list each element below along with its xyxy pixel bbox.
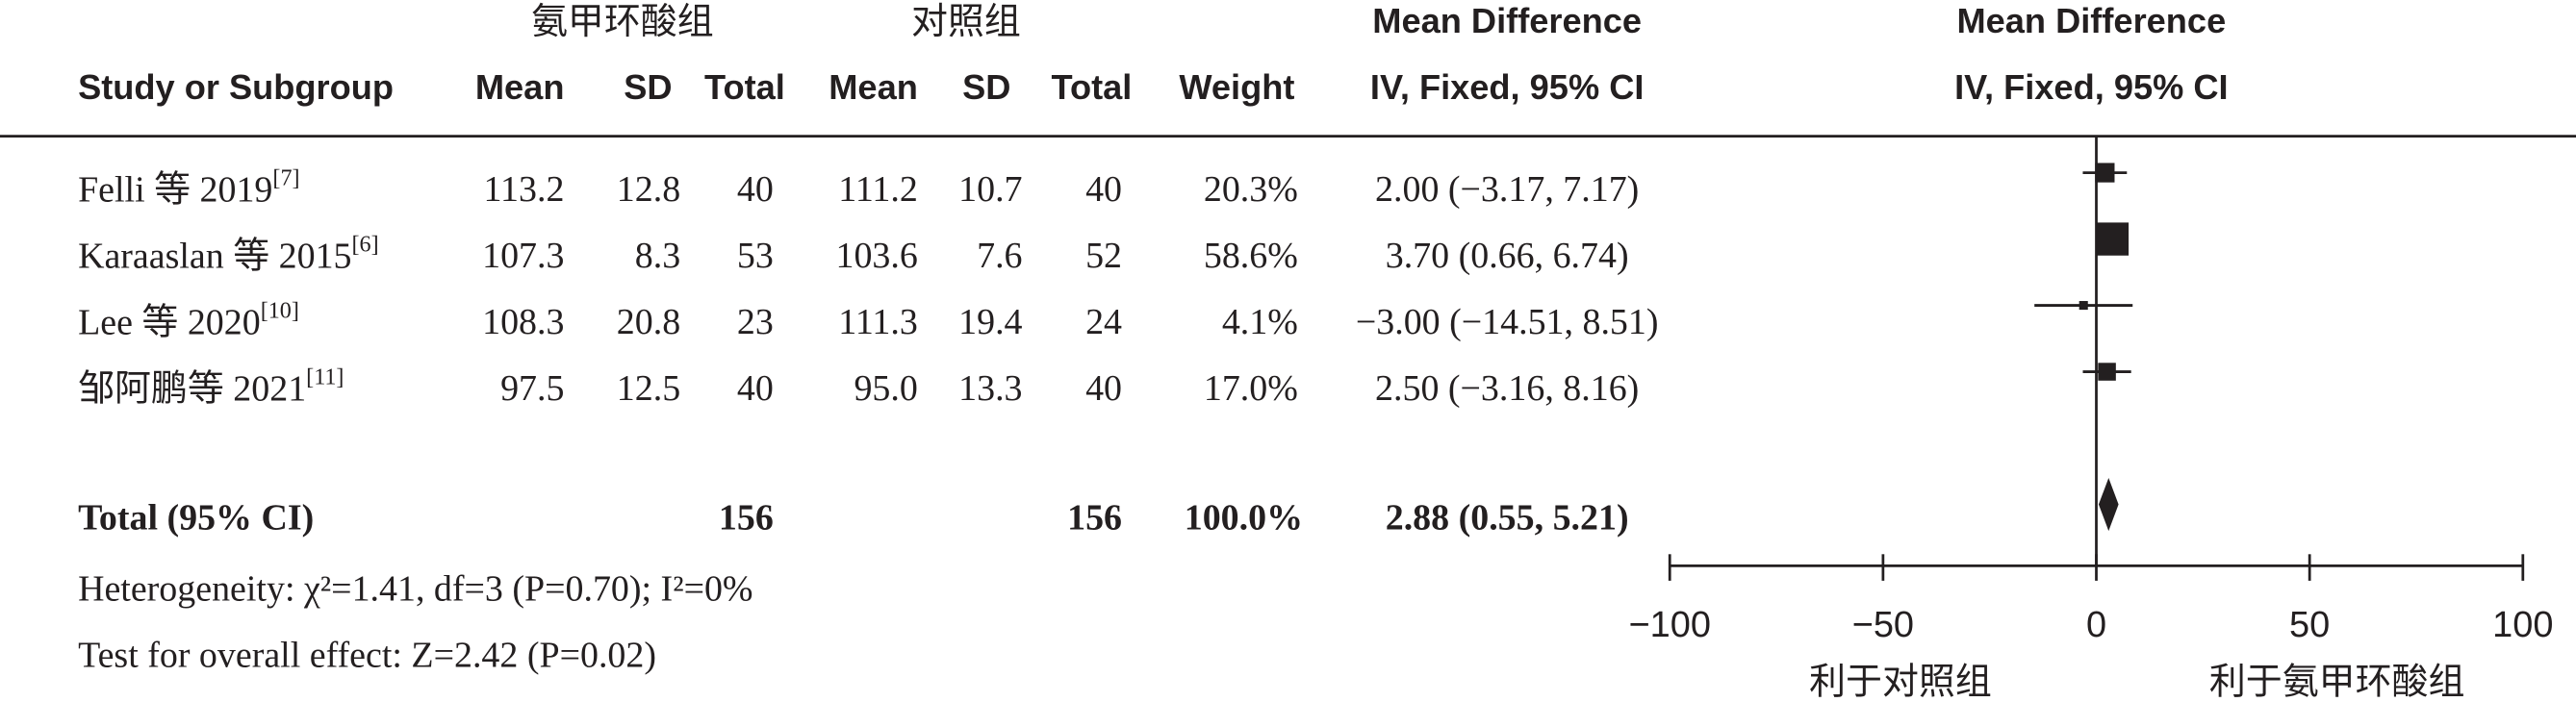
total-cell: 156: [1067, 498, 1122, 539]
group-header: 氨甲环酸组: [531, 0, 714, 42]
cell: 103.6: [835, 236, 917, 276]
ci-label: 2.00 (−3.17, 7.17): [1375, 169, 1639, 210]
total-weight: 100.0%: [1185, 498, 1303, 539]
column-header: Total: [704, 67, 785, 107]
study-name: Felli 等 2019[7]: [78, 164, 299, 210]
weight: 58.6%: [1204, 236, 1298, 276]
cell: 40: [737, 368, 774, 409]
cell: 8.3: [635, 236, 680, 276]
study-name-text: Lee 等 2020: [78, 302, 261, 342]
total-diamond: [2098, 477, 2119, 532]
study-name-text: 邹阿鹏等 2021: [78, 368, 306, 409]
cell: 10.7: [958, 169, 1022, 210]
ci-label: −3.00 (−14.51, 8.51): [1356, 302, 1659, 342]
x-tick-label: 50: [2289, 605, 2330, 645]
column-header: Mean: [829, 67, 918, 107]
effect-square: [2079, 301, 2088, 311]
cell: 24: [1085, 302, 1122, 342]
ci-label: 2.50 (−3.16, 8.16): [1375, 368, 1639, 409]
study-name: Karaaslan 等 2015[6]: [78, 231, 379, 276]
x-tick-label: 100: [2492, 605, 2553, 645]
cell: 53: [737, 236, 774, 276]
study-name: 邹阿鹏等 2021[11]: [78, 364, 344, 409]
cell: 40: [1085, 368, 1122, 409]
cell: 111.2: [838, 169, 918, 210]
cell: 97.5: [500, 368, 564, 409]
x-tick-label: 0: [2086, 605, 2106, 645]
cell: 40: [1085, 169, 1122, 210]
cell: 20.8: [617, 302, 680, 342]
heterogeneity: Heterogeneity: χ²=1.41, df=3 (P=0.70); I…: [78, 569, 752, 610]
weight: 17.0%: [1204, 368, 1298, 409]
study-name-text: Felli 等 2019: [78, 169, 272, 210]
column-header: Weight: [1179, 67, 1294, 107]
column-header: Mean Difference: [1956, 1, 2226, 40]
group-header: 对照组: [911, 0, 1021, 42]
cell: 12.8: [617, 169, 680, 210]
cell: 108.3: [482, 302, 564, 342]
cell: 40: [737, 169, 774, 210]
cell: 52: [1085, 236, 1122, 276]
x-tick-label: −100: [1628, 605, 1710, 645]
cell: 12.5: [617, 368, 680, 409]
cell: 19.4: [958, 302, 1022, 342]
column-header: SD: [624, 67, 672, 107]
column-header: Mean: [475, 67, 565, 107]
column-header: Study or Subgroup: [78, 67, 394, 107]
column-header: Mean Difference: [1372, 1, 1642, 40]
weight: 4.1%: [1222, 302, 1298, 342]
study-name-text: Karaaslan 等 2015: [78, 236, 351, 276]
total-name: Total (95% CI): [78, 498, 314, 539]
study-ref: [7]: [272, 164, 299, 190]
favours-label: 利于氨甲环酸组: [2209, 660, 2465, 702]
study-name: Lee 等 2020[10]: [78, 297, 299, 342]
cell: 95.0: [854, 368, 917, 409]
overall-effect: Test for overall effect: Z=2.42 (P=0.02): [78, 636, 656, 676]
ci-label: 3.70 (0.66, 6.74): [1386, 236, 1629, 276]
favours-label: 利于对照组: [1809, 660, 1992, 702]
study-ref: [10]: [261, 297, 299, 323]
study-ref: [6]: [352, 231, 379, 257]
effect-square: [2095, 163, 2115, 183]
column-header: SD: [962, 67, 1010, 107]
cell: 113.2: [484, 169, 565, 210]
cell: 13.3: [958, 368, 1022, 409]
cell: 107.3: [482, 236, 564, 276]
column-header: Total: [1052, 67, 1133, 107]
x-tick-label: −50: [1852, 605, 1914, 645]
column-header: IV, Fixed, 95% CI: [1370, 67, 1645, 107]
effect-square: [2095, 222, 2130, 256]
effect-square: [2098, 363, 2116, 381]
weight: 20.3%: [1204, 169, 1298, 210]
total-ci-label: 2.88 (0.55, 5.21): [1386, 498, 1629, 539]
total-cell: 156: [719, 498, 774, 539]
cell: 23: [737, 302, 774, 342]
cell: 7.6: [977, 236, 1022, 276]
cell: 111.3: [838, 302, 918, 342]
column-header: IV, Fixed, 95% CI: [1954, 67, 2229, 107]
study-ref: [11]: [306, 364, 344, 389]
